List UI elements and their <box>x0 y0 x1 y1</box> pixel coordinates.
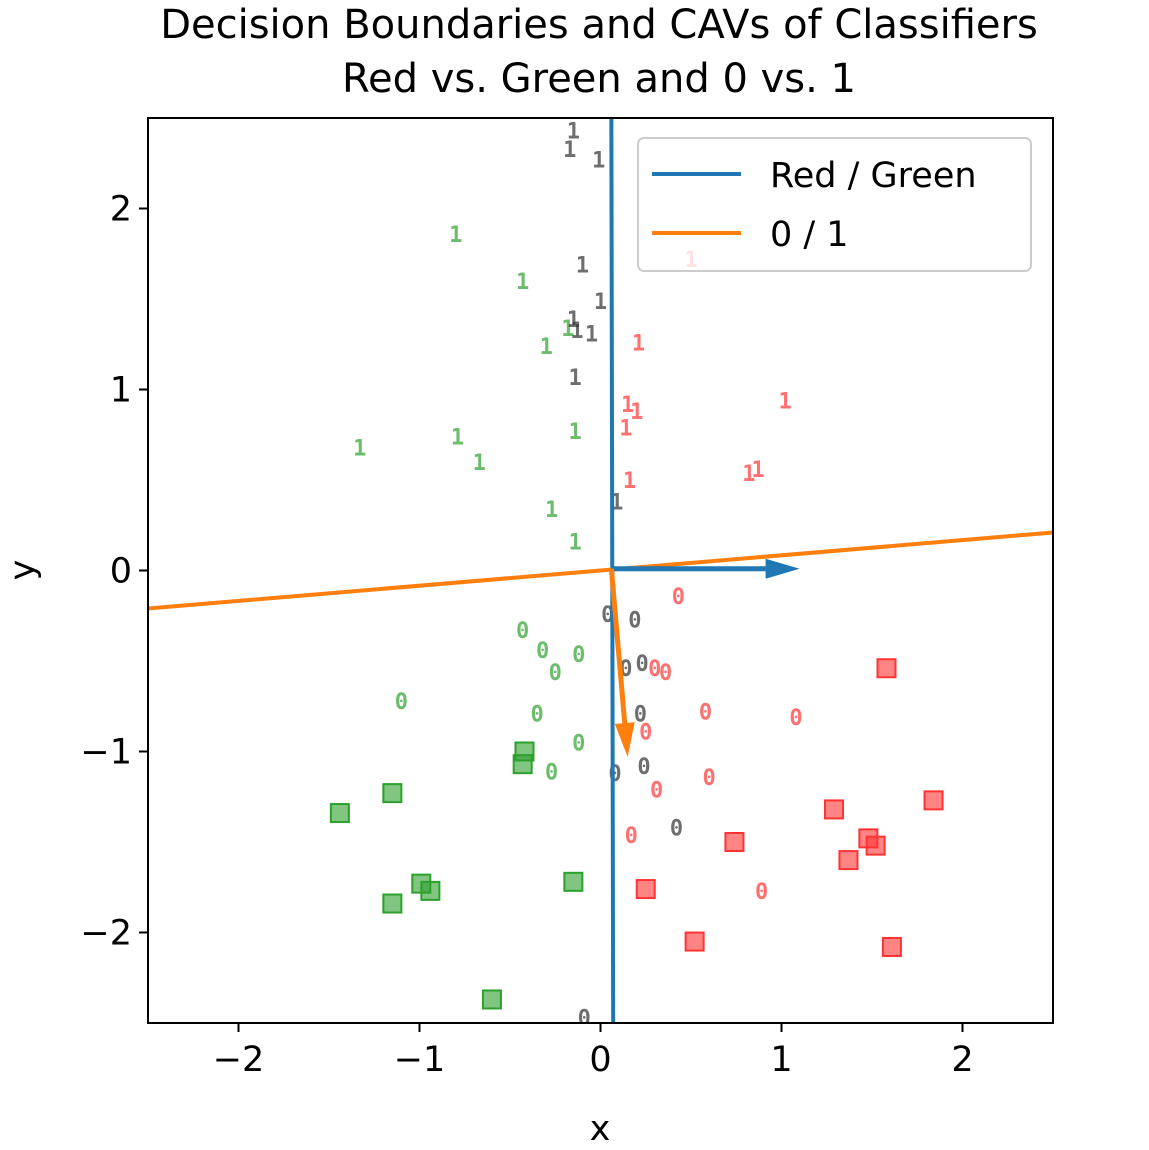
square-point <box>329 803 350 824</box>
x-tick-label: −1 <box>394 1040 446 1080</box>
digit-point-1: 1 <box>353 436 366 461</box>
square-point <box>382 893 403 914</box>
legend-label-red-green: Red / Green <box>770 156 977 196</box>
y-tick-label: 1 <box>110 371 132 411</box>
digit-point-1: 1 <box>540 335 553 360</box>
cav-arrow-head-1 <box>614 722 635 757</box>
square-point <box>420 880 441 901</box>
digit-point-0: 0 <box>516 619 529 644</box>
digit-point-0: 0 <box>650 779 663 804</box>
digit-point-0: 0 <box>628 608 641 633</box>
digit-point-0: 0 <box>572 643 585 668</box>
digit-point-1: 1 <box>567 308 580 333</box>
digit-point-1: 1 <box>619 417 632 442</box>
digit-point-1: 1 <box>576 254 589 279</box>
digit-point-1: 1 <box>632 331 645 356</box>
square-point <box>512 754 533 775</box>
digit-point-1: 1 <box>778 389 791 414</box>
digit-point-1: 1 <box>742 462 755 487</box>
square-point <box>865 835 886 856</box>
legend-frame <box>637 137 1032 272</box>
digit-point-0: 0 <box>702 766 715 791</box>
square-point <box>635 879 656 900</box>
digit-point-0: 0 <box>639 721 652 746</box>
square-point <box>382 783 403 804</box>
digit-point-1: 1 <box>449 223 462 248</box>
digit-point-0: 0 <box>672 585 685 610</box>
digit-point-1: 1 <box>561 317 574 342</box>
y-axis: −2 −1 0 1 2 <box>80 190 148 954</box>
square-point <box>876 658 897 679</box>
cav-arrow-head-0 <box>765 558 800 579</box>
digit-point-0: 0 <box>659 661 672 686</box>
digit-point-0: 0 <box>572 731 585 756</box>
digit-point-1: 1 <box>563 138 576 163</box>
x-tick-label: 2 <box>951 1040 973 1080</box>
cav-arrow-shaft-1 <box>608 568 628 724</box>
y-tick-label: −1 <box>80 733 132 773</box>
y-tick-label: 2 <box>110 190 132 230</box>
digit-point-1: 1 <box>473 451 486 476</box>
square-point <box>481 989 502 1010</box>
digit-point-0: 0 <box>608 762 621 787</box>
square-point <box>923 790 944 811</box>
digit-point-1: 1 <box>569 531 582 556</box>
digit-point-0: 0 <box>536 639 549 664</box>
x-axis: −2 −1 0 1 2 <box>213 1023 974 1080</box>
digit-point-1: 1 <box>569 366 582 391</box>
digit-point-0: 0 <box>625 824 638 849</box>
digit-point-1: 1 <box>630 400 643 425</box>
digit-point-1: 1 <box>751 458 764 483</box>
digit-point-1: 1 <box>594 290 607 315</box>
digit-point-1: 1 <box>585 322 598 347</box>
digit-point-0: 0 <box>637 755 650 780</box>
y-tick-label: −2 <box>80 914 132 954</box>
x-tick-label: 1 <box>770 1040 792 1080</box>
digit-point-0: 0 <box>549 661 562 686</box>
digit-point-1: 1 <box>545 498 558 523</box>
plot-area: 1111111111111111111111111111100000000000… <box>148 118 1053 1032</box>
square-point <box>823 799 844 820</box>
chart-subtitle: Red vs. Green and 0 vs. 1 <box>342 56 856 102</box>
digit-point-0: 0 <box>578 1007 591 1032</box>
legend: Red / Green 0 / 1 <box>637 137 1032 272</box>
digit-point-0: 0 <box>395 690 408 715</box>
square-point <box>563 871 584 892</box>
digit-point-0: 0 <box>670 817 683 842</box>
y-axis-label: y <box>3 560 43 581</box>
digit-point-0: 0 <box>636 652 649 677</box>
square-point <box>881 936 902 957</box>
square-point <box>684 931 705 952</box>
digit-point-0: 0 <box>545 760 558 785</box>
x-axis-label: x <box>590 1109 611 1149</box>
square-point <box>724 832 745 852</box>
x-tick-label: −2 <box>213 1040 265 1080</box>
digit-point-0: 0 <box>699 701 712 726</box>
legend-label-0-1: 0 / 1 <box>770 215 849 255</box>
digit-point-1: 1 <box>621 393 634 418</box>
chart-title: Decision Boundaries and CAVs of Classifi… <box>160 2 1038 48</box>
digit-point-1: 1 <box>592 149 605 174</box>
digit-point-0: 0 <box>755 880 768 905</box>
digit-point-1: 1 <box>567 120 580 145</box>
x-tick-label: 0 <box>589 1040 611 1080</box>
digit-point-1: 1 <box>570 319 583 344</box>
digit-point-0: 0 <box>531 702 544 727</box>
digit-point-0: 0 <box>648 657 661 682</box>
digit-point-1: 1 <box>569 420 582 445</box>
digit-point-0: 0 <box>789 706 802 731</box>
digit-point-0: 0 <box>634 702 647 727</box>
digit-point-1: 1 <box>451 426 464 451</box>
y-tick-label: 0 <box>110 552 132 592</box>
digit-point-1: 1 <box>623 469 636 494</box>
digit-point-1: 1 <box>516 270 529 295</box>
boundary-line-1 <box>148 530 1053 611</box>
square-point <box>838 850 859 871</box>
